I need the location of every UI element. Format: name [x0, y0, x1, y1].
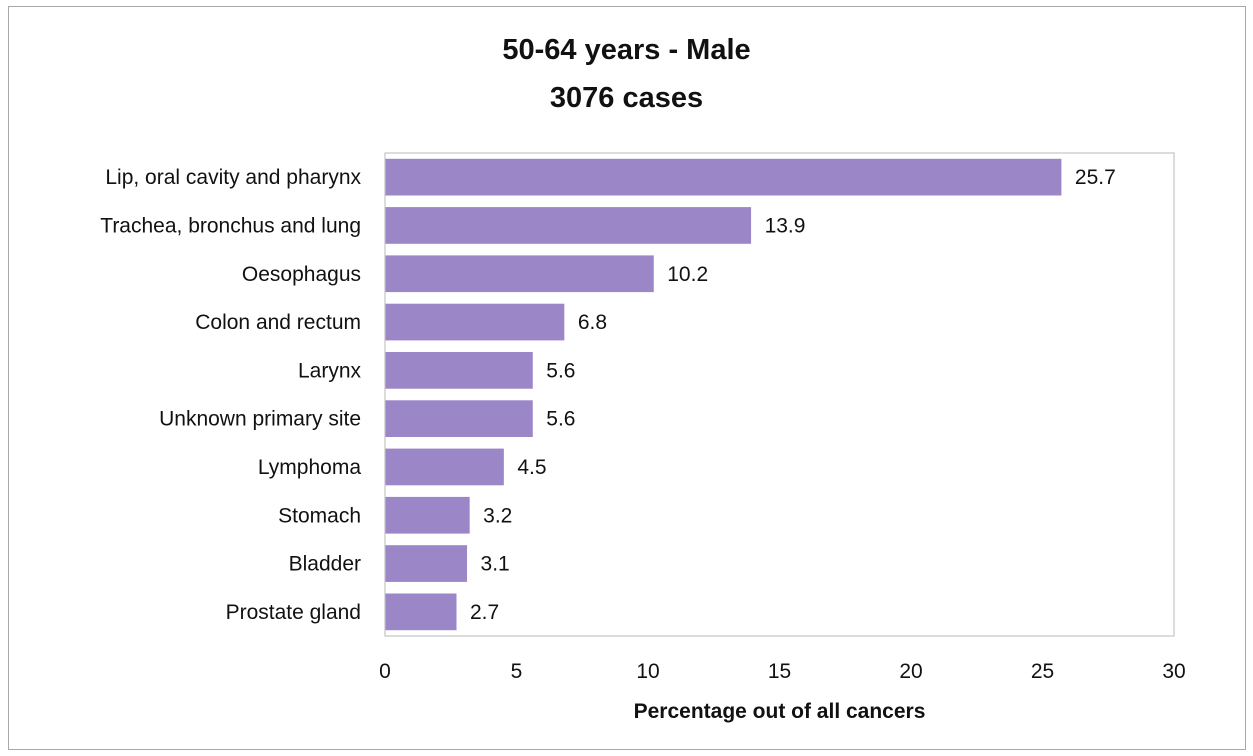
bar: [385, 496, 470, 534]
value-label: 13.9: [765, 214, 806, 237]
value-label: 10.2: [667, 263, 708, 286]
value-labels: 25.7 13.9 10.2 6.8 5.6 5.6 4.5 3.2 3.1 2.7: [470, 166, 1116, 624]
category-label: Prostate gland: [226, 601, 361, 624]
x-tick-label: 0: [379, 660, 391, 683]
x-axis-label: Percentage out of all cancers: [633, 700, 926, 723]
bar: [385, 400, 533, 438]
category-label: Colon and rectum: [195, 311, 361, 334]
x-tick-label: 20: [899, 660, 922, 683]
value-label: 5.6: [546, 408, 575, 431]
bar: [385, 448, 504, 486]
x-tick-label: 30: [1162, 660, 1185, 683]
bar: [385, 207, 752, 244]
plot-area: [384, 152, 1175, 637]
x-tick-label: 10: [636, 660, 659, 683]
category-label: Trachea, bronchus and lung: [100, 214, 361, 237]
bar: [385, 545, 468, 582]
category-label: Stomach: [278, 504, 361, 527]
bar: [385, 255, 654, 293]
category-label: Larynx: [298, 359, 362, 382]
category-label: Lymphoma: [258, 456, 361, 479]
chart-frame: [8, 6, 1246, 750]
x-tick-label: 25: [1031, 660, 1054, 683]
value-label: 2.7: [470, 601, 499, 624]
x-tick-label: 5: [511, 660, 523, 683]
bars: [385, 158, 1062, 631]
bar: [385, 158, 1062, 196]
category-label: Lip, oral cavity and pharynx: [105, 166, 361, 189]
value-label: 3.2: [483, 504, 512, 527]
value-label: 25.7: [1075, 166, 1116, 189]
value-label: 6.8: [578, 311, 607, 334]
bar: [385, 593, 457, 631]
x-tick-label: 15: [768, 660, 791, 683]
x-tick-labels: 0 5 10 15 20 25 30: [379, 660, 1186, 683]
value-label: 5.6: [546, 359, 575, 382]
chart-subtitle: 3076 cases: [549, 82, 704, 114]
chart-title: 50-64 years - Male: [502, 34, 751, 66]
value-label: 4.5: [517, 456, 546, 479]
bar: [385, 351, 533, 389]
category-label: Oesophagus: [242, 263, 361, 286]
bar: [385, 303, 565, 341]
category-labels: Lip, oral cavity and pharynx Trachea, bro…: [100, 166, 361, 624]
category-label: Unknown primary site: [159, 408, 361, 431]
category-label: Bladder: [289, 553, 361, 576]
value-label: 3.1: [481, 553, 510, 576]
